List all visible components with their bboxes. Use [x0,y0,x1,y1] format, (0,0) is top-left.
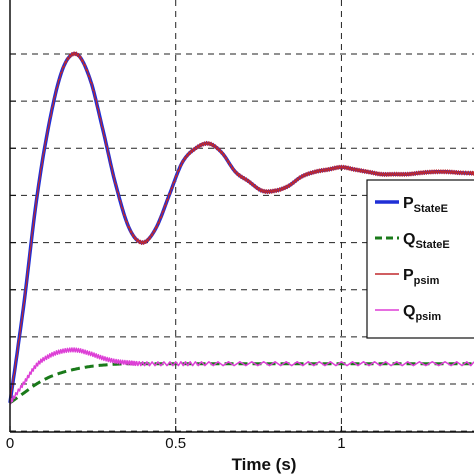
x-tick-label: 0 [6,435,14,452]
x-tick-label: 1 [337,435,345,452]
series-line-q-psim [9,347,474,405]
x-tick-label: 0.5 [165,435,186,452]
x-axis-label: Time (s) [232,455,297,474]
tick-labels: 0 0.5 1 [6,435,346,452]
plot-series [8,51,474,405]
legend-box [366,179,474,339]
grid-lines [10,0,474,432]
axes-frame [9,0,474,433]
series-line-q-statee [9,362,474,405]
series-line-p-psim [9,51,474,402]
